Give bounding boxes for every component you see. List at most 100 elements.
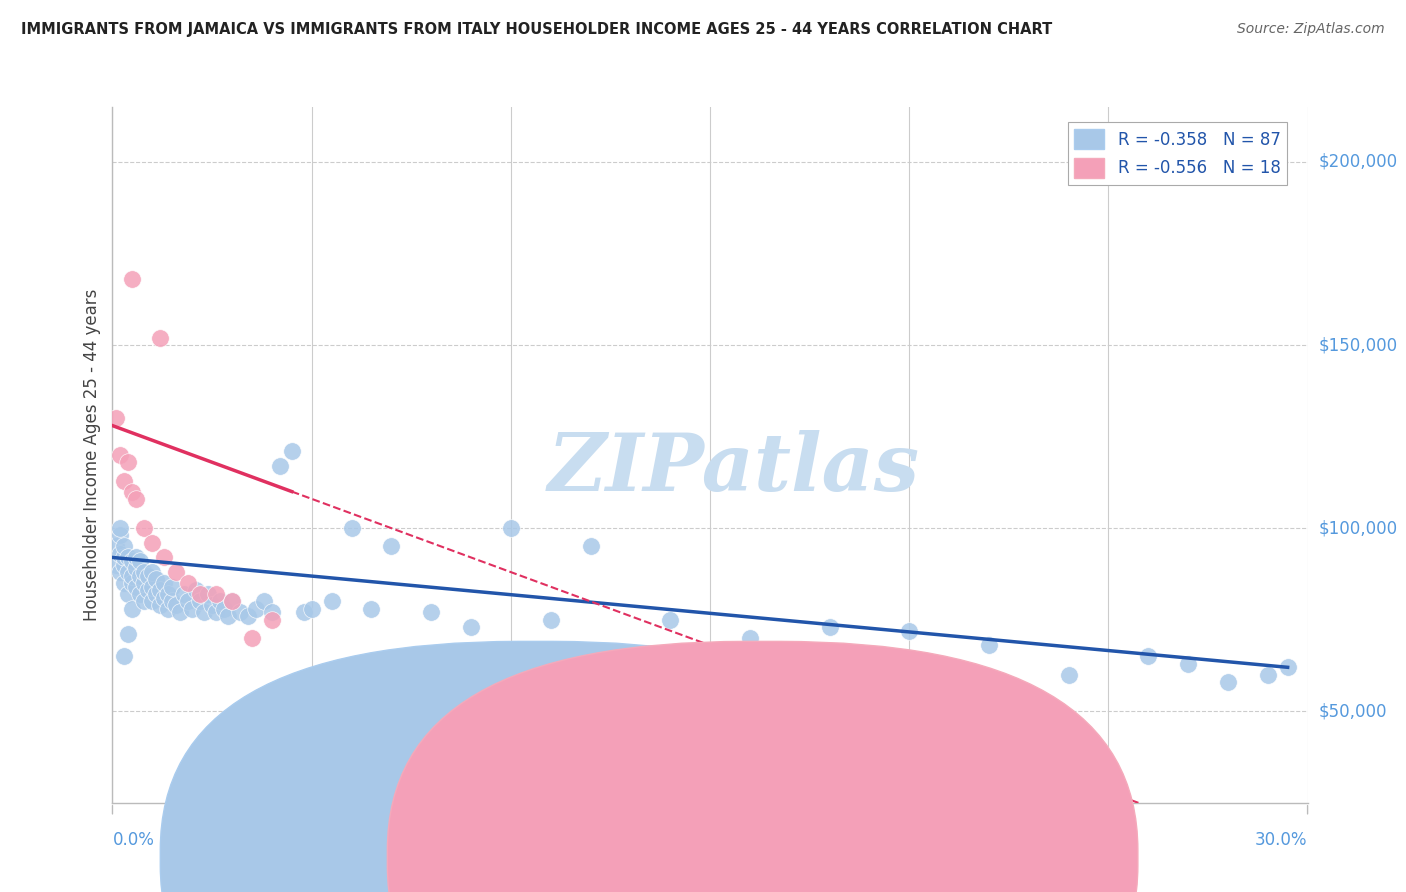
Text: ZIPatlas: ZIPatlas (548, 430, 920, 508)
Point (149, 583, 172, 598)
Point (340, 521, 363, 535)
Point (110, 565, 132, 579)
Point (169, 606, 191, 620)
Point (121, 554, 143, 568)
Point (157, 587, 180, 601)
Point (138, 583, 160, 598)
Point (818, 620, 841, 634)
Point (205, 587, 228, 601)
Point (105, 411, 128, 425)
Point (121, 601, 143, 615)
Point (110, 528, 132, 542)
Point (321, 594, 343, 608)
Point (188, 594, 211, 608)
Point (149, 331, 172, 345)
Point (157, 601, 180, 615)
Point (245, 601, 267, 615)
Point (145, 573, 167, 587)
Text: $150,000: $150,000 (1319, 336, 1398, 354)
Point (110, 547, 132, 561)
Point (114, 558, 135, 572)
Point (197, 587, 219, 601)
Point (340, 697, 363, 711)
Text: $50,000: $50,000 (1319, 702, 1388, 720)
Point (114, 649, 135, 664)
FancyBboxPatch shape (160, 641, 911, 892)
Point (173, 587, 195, 601)
Point (117, 627, 139, 641)
Point (114, 474, 135, 488)
Point (134, 594, 156, 608)
Point (260, 613, 283, 627)
Point (188, 587, 211, 601)
Point (659, 613, 682, 627)
Point (499, 521, 522, 535)
Point (134, 565, 156, 579)
Point (141, 565, 163, 579)
Point (141, 536, 163, 550)
Point (165, 565, 187, 579)
Text: Source: ZipAtlas.com: Source: ZipAtlas.com (1237, 22, 1385, 37)
Point (117, 455, 139, 469)
Point (129, 554, 152, 568)
Point (540, 613, 562, 627)
Point (114, 540, 135, 554)
Point (1216, 675, 1239, 690)
Point (229, 606, 252, 620)
Point (181, 601, 204, 615)
Point (253, 594, 276, 608)
Point (134, 521, 156, 535)
Point (129, 587, 152, 601)
Point (125, 491, 148, 506)
Point (153, 550, 176, 565)
Point (121, 484, 143, 499)
Point (292, 606, 315, 620)
Point (134, 576, 156, 591)
Point (579, 540, 602, 554)
Point (236, 609, 259, 624)
Point (125, 550, 148, 565)
Point (177, 594, 200, 608)
Point (1177, 657, 1199, 671)
Point (420, 606, 443, 620)
Point (117, 587, 139, 601)
Point (129, 568, 152, 582)
Point (117, 550, 139, 565)
Point (138, 568, 160, 582)
Point (153, 591, 176, 605)
Point (141, 594, 163, 608)
Point (117, 565, 139, 579)
Point (145, 587, 167, 601)
Point (1277, 660, 1299, 674)
Point (110, 521, 132, 535)
Y-axis label: Householder Income Ages 25 - 44 years: Householder Income Ages 25 - 44 years (83, 289, 101, 621)
Legend: R = -0.358   N = 87, R = -0.556   N = 18: R = -0.358 N = 87, R = -0.556 N = 18 (1067, 122, 1288, 185)
Point (1257, 667, 1279, 681)
Text: $200,000: $200,000 (1319, 153, 1398, 171)
Point (1057, 667, 1080, 681)
Point (360, 601, 382, 615)
Text: $100,000: $100,000 (1319, 519, 1398, 537)
Point (110, 448, 132, 462)
Point (165, 598, 187, 612)
Point (162, 580, 183, 594)
Point (105, 540, 128, 554)
Point (141, 580, 163, 594)
Point (221, 594, 243, 608)
Point (121, 272, 143, 286)
Point (121, 568, 143, 582)
Text: IMMIGRANTS FROM JAMAICA VS IMMIGRANTS FROM ITALY HOUSEHOLDER INCOME AGES 25 - 44: IMMIGRANTS FROM JAMAICA VS IMMIGRANTS FR… (21, 22, 1052, 37)
Point (301, 601, 323, 615)
Point (738, 631, 761, 645)
Point (260, 606, 283, 620)
Point (217, 609, 239, 624)
FancyBboxPatch shape (388, 641, 1137, 892)
Point (977, 638, 1000, 652)
Point (193, 606, 215, 620)
Point (380, 540, 402, 554)
Point (212, 601, 235, 615)
Point (114, 576, 135, 591)
Point (898, 624, 921, 638)
Point (1137, 649, 1160, 664)
Point (460, 620, 482, 634)
